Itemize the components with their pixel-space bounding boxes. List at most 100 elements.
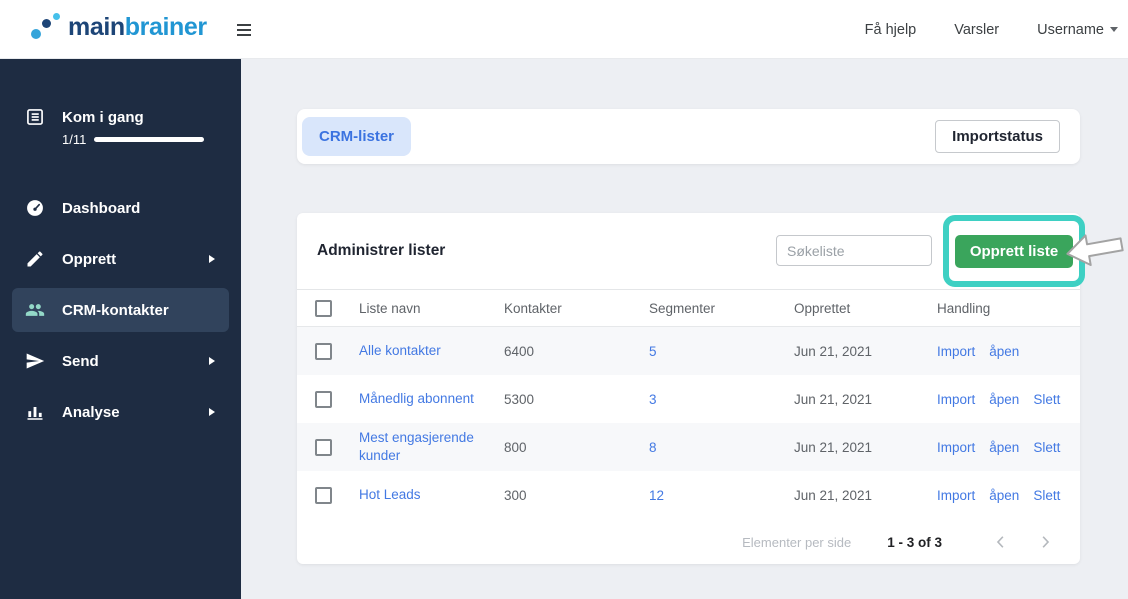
sidebar-item-analyse[interactable]: Analyse: [12, 390, 229, 434]
bar-chart-icon: [27, 407, 43, 420]
top-bar-links: Få hjelp Varsler Username: [865, 0, 1118, 59]
select-all-checkbox[interactable]: [315, 299, 332, 317]
search-input[interactable]: [776, 235, 932, 266]
list-name-link[interactable]: Mest engasjerende kunder: [359, 429, 474, 463]
chevron-right-icon[interactable]: [1036, 533, 1054, 551]
create-list-button[interactable]: Opprett liste: [954, 234, 1074, 268]
hamburger-menu-icon[interactable]: [237, 24, 251, 39]
import-action-link[interactable]: Import: [937, 487, 976, 503]
created-date: Jun 21, 2021: [794, 487, 873, 503]
top-bar: mainbrainer Få hjelp Varsler Username: [0, 0, 1128, 59]
row-actions: Import åpen: [937, 344, 1060, 359]
list-name-link[interactable]: Alle kontakter: [359, 342, 441, 358]
send-icon: [26, 353, 45, 369]
table-row: Hot Leads 300 12 Jun 21, 2021 Import åpen Slet…: [297, 471, 1080, 519]
column-header: Liste navn: [359, 300, 421, 316]
list-management-card: Administrer lister Liste navn Kontakter …: [297, 213, 1080, 564]
chevron-right-icon: [209, 357, 215, 365]
column-header: Segmenter: [649, 300, 716, 316]
delete-action-link[interactable]: Slett: [1033, 487, 1061, 503]
notifications-link[interactable]: Varsler: [954, 21, 1000, 38]
chevron-left-icon[interactable]: [992, 533, 1010, 551]
list-card-title: Administrer lister: [317, 242, 446, 259]
contacts-count: 5300: [504, 391, 535, 407]
row-checkbox[interactable]: [315, 390, 332, 408]
sidebar-item-label: Send: [62, 352, 99, 370]
tab-crm-lister[interactable]: CRM-lister: [302, 117, 412, 156]
getting-started-label: Kom i gang: [62, 108, 144, 126]
segments-link[interactable]: 3: [649, 391, 657, 407]
tutorial-highlight-box: Opprett liste: [943, 215, 1085, 287]
list-card-header: Administrer lister: [297, 213, 1080, 290]
list-name-cell: Mest engasjerende kunder: [359, 429, 504, 465]
row-checkbox[interactable]: [315, 486, 332, 504]
row-checkbox[interactable]: [315, 438, 332, 456]
import-action-link[interactable]: Import: [937, 439, 976, 455]
progress-bar: [94, 137, 205, 142]
table-header-row: Liste navn Kontakter Segmenter Opprettet…: [297, 290, 1080, 327]
sidebar-item-label: Dashboard: [62, 199, 141, 217]
per-page-label: Elementer per side: [742, 534, 852, 550]
pencil-icon: [27, 251, 43, 267]
caret-down-icon: [1110, 27, 1118, 32]
sidebar-item-crm-kontakter[interactable]: CRM-kontakter: [12, 288, 229, 332]
help-link[interactable]: Få hjelp: [864, 21, 917, 38]
sidebar-item-opprett[interactable]: Opprett: [12, 237, 229, 281]
list-alt-icon: [27, 109, 43, 125]
contacts-count: 800: [504, 439, 527, 455]
chevron-right-icon: [209, 408, 215, 416]
list-name-link[interactable]: Hot Leads: [359, 486, 421, 502]
open-action-link[interactable]: åpen: [989, 487, 1020, 503]
contacts-count: 6400: [504, 343, 535, 359]
gauge-icon: [27, 200, 43, 216]
people-icon: [25, 304, 45, 316]
created-date: Jun 21, 2021: [794, 343, 873, 359]
open-action-link[interactable]: åpen: [989, 343, 1020, 359]
sidebar-item-dashboard[interactable]: Dashboard: [12, 186, 229, 230]
table-row: Alle kontakter 6400 5 Jun 21, 2021 Import åpe…: [297, 327, 1080, 375]
column-header: Handling: [937, 300, 991, 316]
table-row: Månedlig abonnent 5300 3 Jun 21, 2021 Import…: [297, 375, 1080, 423]
mainbrainer-logo[interactable]: mainbrainer: [30, 12, 207, 42]
list-name-cell: Hot Leads: [359, 486, 504, 504]
created-date: Jun 21, 2021: [794, 391, 873, 407]
sidebar-item-label: Analyse: [62, 403, 120, 421]
sidebar: Kom i gang 1/11 Dashboard Opprett: [0, 59, 241, 599]
open-action-link[interactable]: åpen: [989, 439, 1020, 455]
user-menu[interactable]: Username: [1037, 22, 1118, 38]
pagination-bar: Elementer per side 1 - 3 of 3: [297, 520, 1080, 564]
sidebar-item-send[interactable]: Send: [12, 339, 229, 383]
logo-text: mainbrainer: [68, 12, 207, 41]
column-header: Kontakter: [504, 300, 562, 316]
contacts-count: 300: [504, 487, 527, 503]
logo-dots-icon: [30, 12, 62, 42]
sidebar-item-label: CRM-kontakter: [62, 301, 169, 319]
table-body: Alle kontakter 6400 5 Jun 21, 2021 Import åpe…: [297, 327, 1080, 519]
list-name-cell: Alle kontakter: [359, 342, 504, 360]
row-actions: Import åpen Slett: [937, 440, 1060, 455]
list-name-link[interactable]: Månedlig abonnent: [359, 390, 474, 406]
row-checkbox[interactable]: [315, 342, 332, 360]
import-action-link[interactable]: Import: [937, 343, 976, 359]
table-row: Mest engasjerende kunder 800 8 Jun 21, 2021…: [297, 423, 1080, 471]
row-actions: Import åpen Slett: [937, 392, 1060, 407]
segments-link[interactable]: 5: [649, 343, 657, 359]
page-range: 1 - 3 of 3: [887, 534, 942, 550]
list-name-cell: Månedlig abonnent: [359, 390, 504, 408]
import-action-link[interactable]: Import: [937, 391, 976, 407]
column-header: Opprettet: [794, 300, 851, 316]
username-label: Username: [1037, 21, 1104, 38]
chevron-right-icon: [209, 255, 215, 263]
delete-action-link[interactable]: Slett: [1033, 391, 1061, 407]
segments-link[interactable]: 8: [649, 439, 657, 455]
import-status-button[interactable]: Importstatus: [935, 120, 1060, 153]
row-actions: Import åpen Slett: [937, 488, 1060, 503]
created-date: Jun 21, 2021: [794, 439, 873, 455]
tabs-card: CRM-lister Importstatus: [297, 109, 1080, 164]
segments-link[interactable]: 12: [649, 487, 665, 503]
open-action-link[interactable]: åpen: [989, 391, 1020, 407]
delete-action-link[interactable]: Slett: [1033, 439, 1061, 455]
sidebar-nav: Dashboard Opprett CRM-kontakter Send: [0, 186, 241, 441]
getting-started-block[interactable]: Kom i gang 1/11: [25, 107, 205, 147]
progress-count: 1/11: [62, 132, 87, 147]
